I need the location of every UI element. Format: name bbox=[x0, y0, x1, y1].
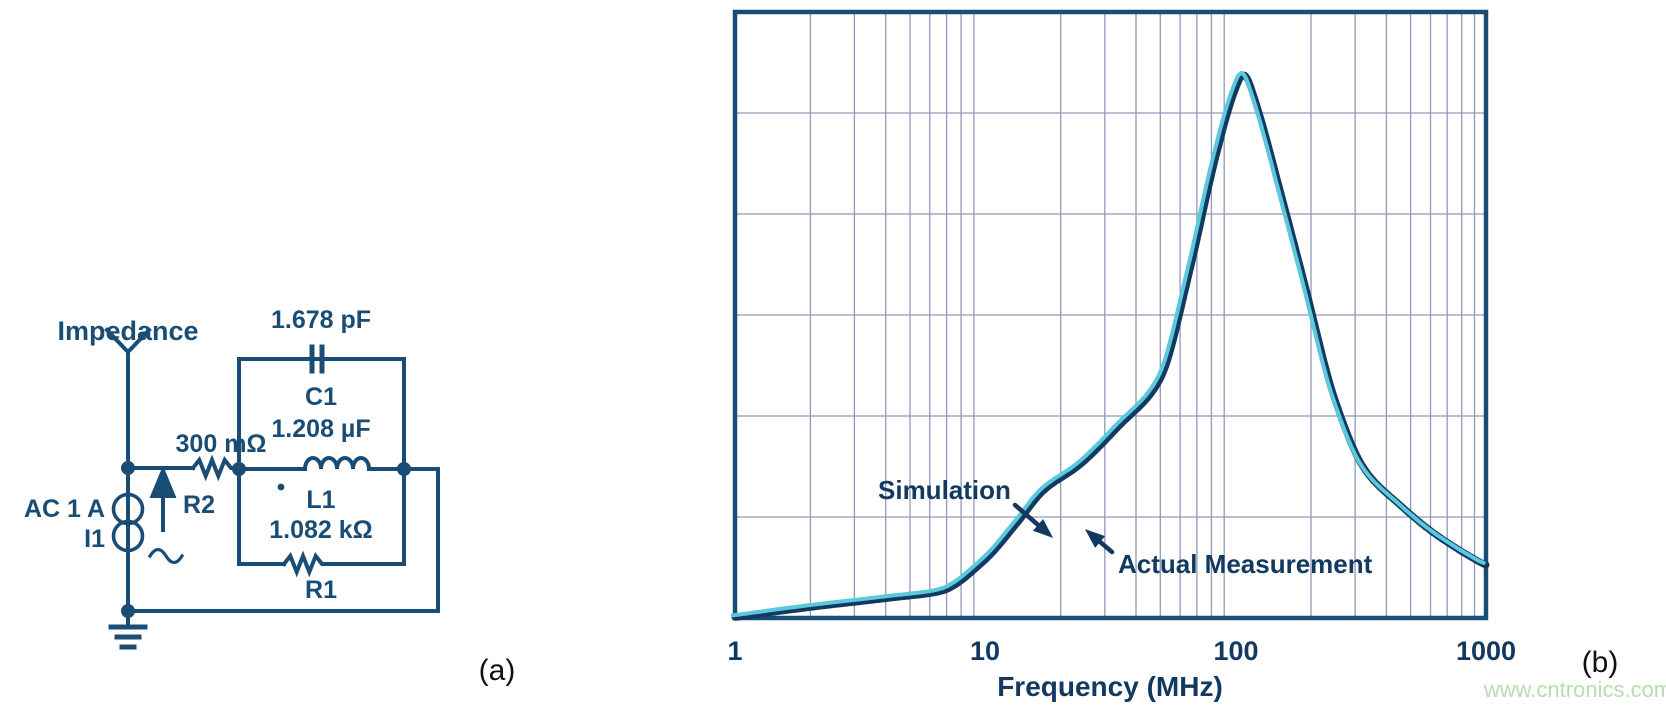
svg-text:(a): (a) bbox=[479, 654, 516, 687]
svg-text:100: 100 bbox=[1213, 636, 1258, 666]
svg-text:C1: C1 bbox=[305, 383, 337, 411]
svg-text:Impedance: Impedance bbox=[57, 316, 198, 346]
svg-text:R1: R1 bbox=[305, 576, 337, 604]
svg-text:1.678 pF: 1.678 pF bbox=[271, 306, 371, 334]
svg-text:Actual Measurement: Actual Measurement bbox=[1118, 549, 1373, 579]
svg-text:Simulation: Simulation bbox=[878, 475, 1011, 505]
svg-text:300 mΩ: 300 mΩ bbox=[176, 430, 267, 458]
svg-text:I1: I1 bbox=[84, 525, 105, 553]
svg-text:10: 10 bbox=[970, 636, 1000, 666]
svg-text:(b): (b) bbox=[1582, 646, 1619, 679]
svg-text:1.208 µF: 1.208 µF bbox=[271, 415, 370, 443]
svg-text:R2: R2 bbox=[183, 491, 215, 519]
svg-text:1000: 1000 bbox=[1456, 636, 1516, 666]
svg-text:L1: L1 bbox=[306, 486, 335, 514]
svg-text:Frequency (MHz): Frequency (MHz) bbox=[997, 671, 1223, 702]
svg-text:1.082 kΩ: 1.082 kΩ bbox=[269, 516, 372, 544]
svg-text:1: 1 bbox=[727, 636, 742, 666]
svg-text:www.cntronics.com: www.cntronics.com bbox=[1483, 677, 1666, 702]
svg-text:AC 1 A: AC 1 A bbox=[24, 495, 105, 523]
